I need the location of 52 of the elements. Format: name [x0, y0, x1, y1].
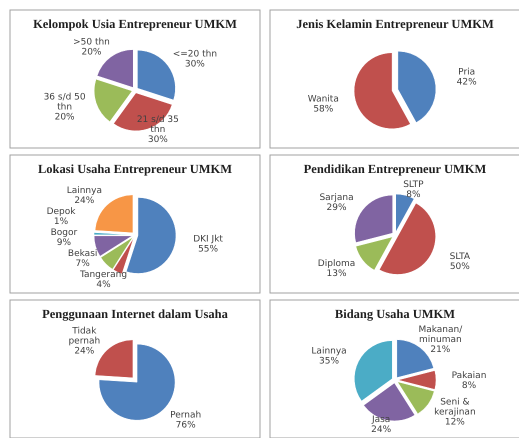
data-label: 1% — [54, 217, 69, 227]
slice-label: 36 s/d 50 thn — [44, 92, 86, 113]
slice-label: Seni & kerajinan — [434, 398, 476, 418]
slice-label: Diploma — [318, 259, 356, 270]
data-label: 58% — [313, 104, 334, 114]
slice-label: >50 thn — [73, 37, 110, 48]
slice-label: 21 s/d 35 thn — [136, 115, 179, 135]
slice-label: SLTP — [403, 180, 424, 190]
slice-label: <=20 thn — [172, 49, 218, 60]
chart-title: Kelompok Usia Entrepreneur UMKM — [33, 17, 238, 31]
data-label: 42% — [456, 78, 478, 88]
slice-label: Bekasi — [68, 249, 98, 259]
slice-label: Depok — [46, 207, 76, 217]
data-label: 13% — [326, 269, 347, 280]
slice-label: Tidak pernah — [68, 326, 100, 347]
data-label: 24% — [74, 196, 95, 206]
chart-title: Jenis Kelamin Entrepreneur UMKM — [296, 17, 494, 31]
slice-label: Jasa — [370, 415, 390, 425]
data-label: 8% — [406, 190, 421, 200]
data-label: 24% — [74, 346, 95, 357]
data-label: 30% — [148, 135, 168, 145]
data-label: 20% — [81, 47, 102, 58]
slice-label: Bogor — [50, 228, 78, 238]
slice-label: SLTA — [450, 252, 471, 262]
slice-label: Lainnya — [311, 346, 347, 356]
slice-label: Pria — [458, 68, 476, 78]
data-label: 9% — [56, 238, 72, 248]
chart-title: Bidang Usaha UMKM — [334, 307, 456, 321]
chart-title: Pendidikan Entrepreneur UMKM — [304, 162, 487, 176]
slice-label: Makanan/ minuman — [418, 325, 464, 345]
data-label: 50% — [450, 262, 470, 272]
data-label: 21% — [430, 345, 451, 355]
data-label: 55% — [198, 244, 219, 254]
chart-title: Lokasi Usaha Entrepreneur UMKM — [38, 162, 232, 176]
slice-label: Lainnya — [66, 186, 102, 196]
slice-label: DKI Jkt — [193, 234, 224, 244]
chart-title: Penggunaan Internet dalam Usaha — [42, 307, 229, 321]
slice-label: Wanita — [308, 94, 339, 104]
data-label: 24% — [371, 425, 392, 435]
data-label: 35% — [319, 356, 340, 366]
data-label: 12% — [444, 418, 466, 428]
slice-label: Pakaian — [452, 371, 486, 381]
data-label: 7% — [76, 259, 90, 269]
data-label: 76% — [176, 420, 196, 430]
slice-label: Sarjana — [319, 192, 354, 203]
data-label: 8% — [462, 381, 477, 391]
slice-label: Tangerang — [78, 270, 128, 280]
data-label: 29% — [326, 202, 347, 213]
data-label: 30% — [184, 59, 206, 70]
data-label: 4% — [96, 280, 112, 290]
slice-label: Pernah — [170, 410, 202, 420]
data-label: 20% — [54, 112, 76, 123]
